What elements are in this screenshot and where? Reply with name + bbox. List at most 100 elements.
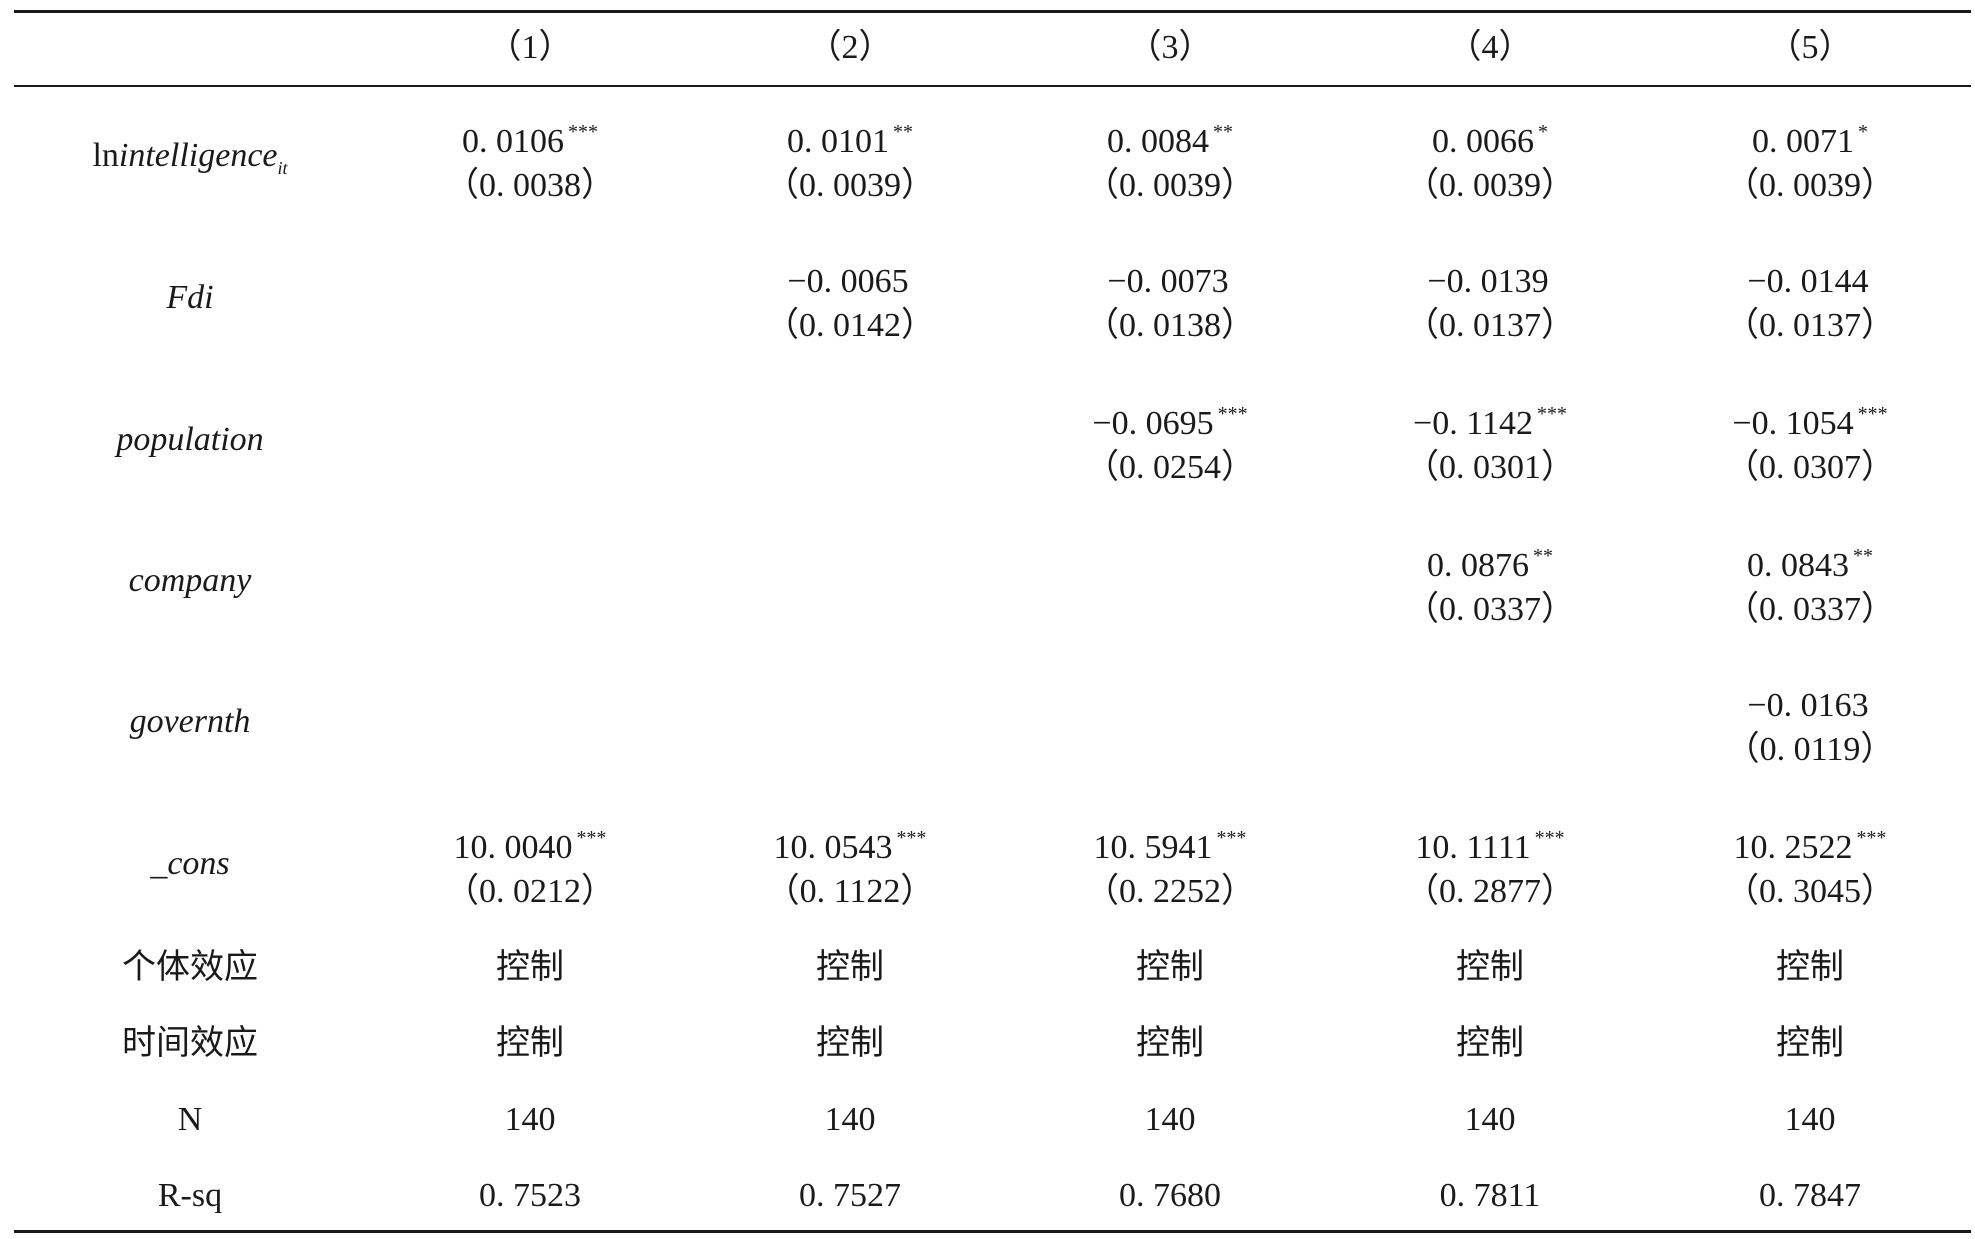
coefficient-value: 0. 0071	[1752, 123, 1854, 160]
standard-error-cell: （0. 0138）	[1085, 307, 1255, 344]
row-label-company: company	[128, 562, 252, 599]
standard-error-cell: （0. 0337）	[1405, 591, 1575, 628]
significance-stars: ***	[896, 827, 927, 849]
coefficient-cell	[380, 252, 680, 302]
coefficient-value: −0. 1054	[1732, 405, 1854, 442]
coefficient-value: 10. 0543	[773, 829, 893, 866]
coefficient-cell	[1340, 676, 1640, 726]
coefficient-value: 0. 0843	[1747, 547, 1849, 584]
coefficient-cell: 10. 0543 ***	[700, 818, 1000, 868]
coefficient-value: 0. 0101	[787, 123, 889, 160]
coefficient-value: 10. 2522	[1733, 829, 1853, 866]
standard-error-cell: （0. 0307）	[1725, 449, 1895, 486]
row-label-lnintelligence: lnintelligenceit	[40, 136, 340, 188]
column-header-2: （2）	[807, 29, 893, 66]
header-rule	[14, 85, 1971, 87]
coefficient-cell: 0. 0084 **	[1020, 112, 1320, 162]
footer-row-value: 140	[1464, 1101, 1516, 1138]
coefficient-cell: −0. 0163	[1660, 676, 1960, 726]
footer-row-value: 0. 7527	[799, 1177, 901, 1214]
coefficient-cell	[380, 676, 680, 726]
significance-stars: ***	[1536, 403, 1567, 425]
coefficient-cell: −0. 1142 ***	[1340, 394, 1640, 444]
coefficient-cell	[700, 676, 1000, 726]
footer-row-label: 个体效应	[122, 949, 258, 986]
coefficient-value: −0. 0073	[1107, 263, 1229, 300]
footer-row-value: 0. 7847	[1759, 1177, 1861, 1214]
column-header-5: （5）	[1767, 29, 1853, 66]
coefficient-value: 0. 0876	[1427, 547, 1529, 584]
coefficient-cell: −0. 0139	[1340, 252, 1640, 302]
standard-error-cell: （0. 0137）	[1405, 307, 1575, 344]
row-label-prefix: ln	[92, 137, 119, 174]
standard-error-cell: （0. 0119）	[1725, 731, 1895, 768]
footer-row-value: 控制	[1776, 1025, 1844, 1062]
standard-error-cell: （0. 0039）	[1405, 167, 1575, 204]
significance-stars: *	[1858, 121, 1868, 143]
standard-error-cell: （0. 0301）	[1405, 449, 1575, 486]
coefficient-value: 0. 0106	[462, 123, 564, 160]
standard-error-cell: （0. 0039）	[765, 167, 935, 204]
footer-row-label: R-sq	[157, 1177, 223, 1214]
row-label-population: population	[116, 421, 264, 458]
column-header-3: （3）	[1127, 29, 1213, 66]
footer-row-value: 控制	[1776, 949, 1844, 986]
row-label-cons: _cons	[150, 845, 230, 882]
top-rule	[14, 10, 1971, 13]
footer-row-value: 0. 7523	[479, 1177, 581, 1214]
footer-row-value: 控制	[816, 1025, 884, 1062]
coefficient-value: −0. 0163	[1747, 687, 1869, 724]
footer-row-value: 控制	[496, 1025, 564, 1062]
row-label-fdi: Fdi	[166, 279, 214, 316]
significance-stars: ***	[576, 827, 607, 849]
significance-stars: **	[1533, 545, 1553, 567]
standard-error-cell: （0. 2252）	[1085, 873, 1255, 910]
footer-row-value: 0. 7680	[1119, 1177, 1221, 1214]
significance-stars: **	[893, 121, 913, 143]
standard-error-cell: （0. 1122）	[765, 873, 935, 910]
coefficient-value: 10. 0040	[453, 829, 573, 866]
column-header-1: （1）	[487, 29, 573, 66]
footer-row-value: 140	[504, 1101, 556, 1138]
coefficient-value: 0. 0084	[1107, 123, 1209, 160]
coefficient-cell: 10. 0040 ***	[380, 818, 680, 868]
standard-error-cell: （0. 2877）	[1405, 873, 1575, 910]
footer-row-value: 140	[824, 1101, 876, 1138]
coefficient-cell: 0. 0066 *	[1340, 112, 1640, 162]
footer-row-value: 控制	[816, 949, 884, 986]
significance-stars: ***	[1216, 827, 1247, 849]
footer-row-value: 0. 7811	[1439, 1177, 1541, 1214]
standard-error-cell: （0. 3045）	[1725, 873, 1895, 910]
footer-row-value: 控制	[496, 949, 564, 986]
coefficient-cell: −0. 0695 ***	[1020, 394, 1320, 444]
column-header-4: （4）	[1447, 29, 1533, 66]
footer-row-value: 140	[1784, 1101, 1836, 1138]
coefficient-cell: 0. 0876 **	[1340, 536, 1640, 586]
bottom-rule	[14, 1230, 1971, 1233]
significance-stars: ***	[1217, 403, 1248, 425]
footer-row-value: 控制	[1456, 1025, 1524, 1062]
row-label-text: intelligence	[118, 137, 278, 174]
standard-error-cell: （0. 0039）	[1725, 167, 1895, 204]
standard-error-cell: （0. 0038）	[445, 167, 615, 204]
significance-stars: **	[1853, 545, 1873, 567]
coefficient-cell: 0. 0071 *	[1660, 112, 1960, 162]
coefficient-value: −0. 0065	[787, 263, 909, 300]
significance-stars: *	[1538, 121, 1548, 143]
coefficient-cell	[700, 536, 1000, 586]
footer-row-label: 时间效应	[122, 1025, 258, 1062]
coefficient-cell	[380, 536, 680, 586]
significance-stars: ***	[1856, 827, 1887, 849]
standard-error-cell: （0. 0142）	[765, 307, 935, 344]
footer-row-label: N	[177, 1101, 203, 1138]
standard-error-cell: （0. 0039）	[1085, 167, 1255, 204]
coefficient-cell: 0. 0101 **	[700, 112, 1000, 162]
coefficient-cell: −0. 0073	[1020, 252, 1320, 302]
coefficient-cell: 10. 1111 ***	[1340, 818, 1640, 868]
standard-error-cell: （0. 0212）	[445, 873, 615, 910]
coefficient-cell: −0. 1054 ***	[1660, 394, 1960, 444]
standard-error-cell: （0. 0137）	[1725, 307, 1895, 344]
coefficient-value: 10. 1111	[1415, 829, 1531, 866]
coefficient-cell: 0. 0106 ***	[380, 112, 680, 162]
row-label-governth: governth	[129, 703, 251, 740]
